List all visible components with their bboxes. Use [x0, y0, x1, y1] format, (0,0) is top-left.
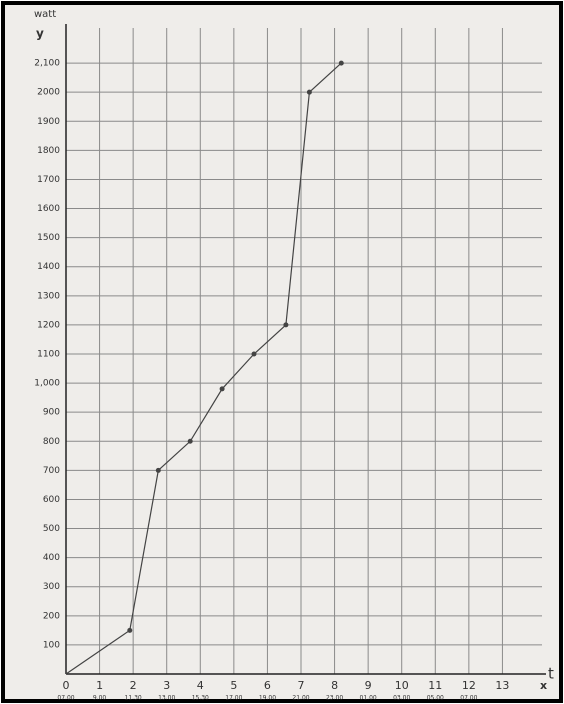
x-tick-time: 03.00 — [393, 695, 410, 702]
x-tick-label: 6 — [264, 679, 271, 692]
data-point — [187, 438, 193, 444]
x-tick-time: 11.30 — [125, 695, 142, 702]
y-tick-label: 1900 — [37, 117, 60, 127]
x-tick-label: 12 — [462, 679, 476, 692]
x-tick-time: 07.00 — [460, 695, 477, 702]
x-tick-time: 01.00 — [360, 695, 377, 702]
y-tick-label: 1300 — [37, 291, 60, 301]
y-axis-title: watt — [34, 9, 56, 20]
x-axis-letter: x — [540, 679, 547, 692]
y-tick-label: 1400 — [37, 262, 60, 272]
x-tick-label: 7 — [298, 679, 305, 692]
x-tick-label: 13 — [495, 679, 509, 692]
data-point — [219, 386, 225, 392]
x-tick-label: 1 — [96, 679, 103, 692]
data-point — [155, 467, 161, 473]
x-axis-title: t — [548, 665, 554, 683]
x-tick-label: 0 — [63, 679, 70, 692]
x-tick-label: 8 — [331, 679, 338, 692]
x-tick-time: 07.00 — [57, 695, 74, 702]
x-tick-time: 13.00 — [158, 695, 175, 702]
data-point — [251, 351, 257, 357]
y-tick-label: 500 — [43, 524, 60, 534]
y-tick-label: 1100 — [37, 350, 60, 360]
data-point — [338, 60, 344, 66]
x-tick-label: 5 — [230, 679, 237, 692]
x-tick-time: 21.00 — [292, 695, 309, 702]
x-tick-label: 4 — [197, 679, 204, 692]
data-point — [127, 627, 133, 633]
y-tick-label: 800 — [43, 437, 60, 447]
y-tick-label: 600 — [43, 495, 60, 505]
y-tick-label: 400 — [43, 553, 60, 563]
x-tick-label: 9 — [365, 679, 372, 692]
x-tick-time: 17.00 — [225, 695, 242, 702]
y-tick-label: 2,100 — [34, 59, 60, 69]
x-tick-time: 15.30 — [192, 695, 209, 702]
x-tick-label: 10 — [395, 679, 409, 692]
x-tick-time: 23.00 — [326, 695, 343, 702]
y-tick-label: 300 — [43, 582, 60, 592]
y-tick-label: 1800 — [37, 146, 60, 156]
x-tick-time: 19.00 — [259, 695, 276, 702]
y-tick-label: 1700 — [37, 175, 60, 185]
y-axis-letter: y — [36, 27, 44, 41]
y-tick-label: 2000 — [37, 88, 60, 98]
y-tick-label: 900 — [43, 408, 60, 418]
y-tick-label: 1500 — [37, 233, 60, 243]
y-tick-label: 1600 — [37, 204, 60, 214]
x-tick-label: 3 — [163, 679, 170, 692]
y-tick-label: 700 — [43, 466, 60, 476]
x-tick-label: 11 — [428, 679, 442, 692]
y-tick-label: 1200 — [37, 320, 60, 330]
x-tick-label: 2 — [130, 679, 137, 692]
x-tick-time: 05.00 — [427, 695, 444, 702]
y-tick-label: 100 — [43, 640, 60, 650]
y-tick-label: 200 — [43, 611, 60, 621]
data-point — [283, 322, 289, 328]
data-point — [306, 89, 312, 95]
y-tick-label: 1,000 — [34, 379, 60, 389]
x-tick-time: 9.00 — [93, 695, 107, 702]
